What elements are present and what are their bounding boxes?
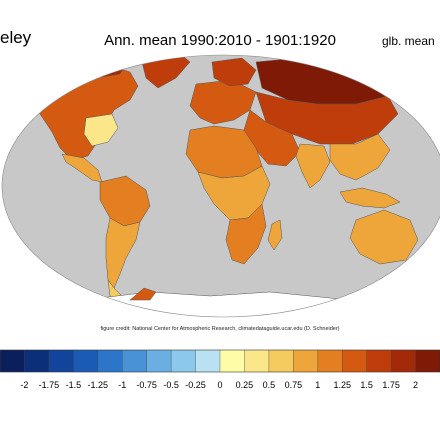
colorbar-tick-label: -0.25	[185, 380, 206, 390]
region-siberia	[255, 55, 421, 105]
region-madagascar	[267, 219, 283, 251]
colorbar-swatch	[171, 350, 196, 372]
brand-label: eley	[0, 28, 32, 47]
figure-credit: figure credit: National Center for Atmos…	[100, 326, 340, 332]
colorbar-swatch	[97, 350, 123, 372]
colorbar-tick-label: -0.5	[163, 380, 179, 390]
region-scandinavia	[211, 57, 257, 87]
colorbar-swatch	[293, 350, 319, 372]
map-title: Ann. mean 1990:2010 - 1901:1920	[104, 32, 336, 49]
colorbar-swatch	[415, 350, 440, 372]
colorbar-swatch	[24, 350, 50, 372]
colorbar-swatch	[122, 350, 148, 372]
colorbar-swatch	[48, 350, 74, 372]
colorbar-swatch	[146, 350, 172, 372]
colorbar-swatch	[268, 350, 294, 372]
colorbar-swatch	[391, 350, 416, 372]
colorbar-swatch	[220, 350, 245, 372]
temperature-change-map	[1, 54, 440, 318]
colorbar-tick-label: 0.25	[235, 380, 254, 390]
region-antarctica	[2, 291, 440, 317]
colorbar-tick-label: -1	[118, 380, 127, 390]
globe-outline	[1, 54, 440, 318]
colorbar-tick-label: 1.25	[333, 380, 351, 390]
region-southern-africa	[225, 203, 267, 265]
colorbar-swatch	[73, 350, 99, 372]
colorbar-swatch	[317, 350, 343, 372]
region-arctic-canada	[61, 55, 127, 79]
colorbar-tick-label: -0.75	[136, 380, 157, 390]
colorbar-swatch	[195, 350, 221, 372]
colorbar-tick-label: -1.75	[38, 380, 60, 390]
colorbar-tick-label: -2	[20, 380, 29, 390]
colorbar-tick-label: 1.5	[360, 380, 373, 390]
global-mean-label: glb. mean	[382, 34, 435, 48]
colorbar-tick-label: 0	[217, 380, 223, 390]
colorbar-swatch	[366, 350, 392, 372]
colorbar	[0, 349, 440, 373]
colorbar-tick-label: -1.25	[87, 380, 109, 390]
colorbar-swatch	[244, 350, 270, 372]
region-alaska	[13, 67, 57, 97]
colorbar-tick-label: 1.75	[382, 380, 400, 390]
colorbar-tick-label: -1.5	[65, 380, 82, 390]
colorbar-tick-label: 1	[315, 380, 321, 390]
region-south-america	[105, 217, 141, 289]
colorbar-tick-label: 0.75	[284, 380, 303, 390]
colorbar-tick-labels: -2 -1.75 -1.5 -1.25 -1 -0.75 -0.5 -0.25 0 0.25 0.5…	[0, 379, 440, 393]
colorbar-tick-label: 0.5	[262, 380, 276, 390]
region-australia	[349, 209, 419, 265]
colorbar-swatch	[0, 350, 25, 372]
region-indonesia	[339, 187, 401, 209]
region-india	[295, 143, 331, 189]
region-eastern-us	[83, 113, 119, 147]
colorbar-tick-label: 2	[413, 380, 419, 390]
region-southeast-asia	[329, 133, 391, 181]
region-antarctica-peninsula	[129, 287, 157, 301]
region-central-america	[61, 153, 103, 183]
colorbar-swatch	[342, 350, 368, 372]
